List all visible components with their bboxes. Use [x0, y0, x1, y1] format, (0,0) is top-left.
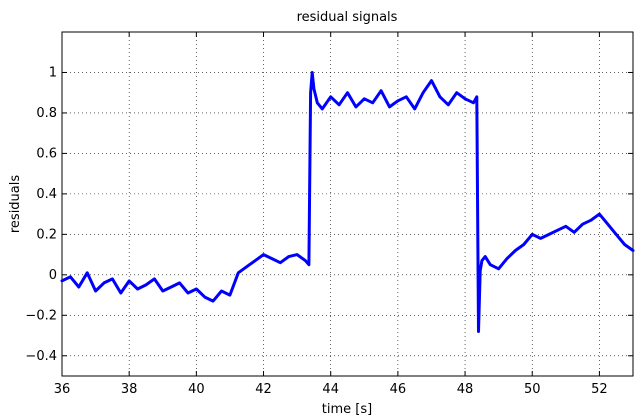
x-tick-label: 42 [255, 382, 272, 397]
axis-ticks: 36 38 40 42 44 46 48 50 52 −0.4 −0.2 0 0.2 0.4 0.6 0.8 1 [25, 32, 633, 397]
x-tick-label: 40 [188, 382, 205, 397]
x-tick-label: 44 [322, 382, 339, 397]
y-axis-label: residuals [8, 175, 23, 234]
y-tick-label: 0.6 [36, 146, 57, 161]
series-layer [60, 71, 635, 333]
x-axis-label: time [s] [322, 402, 372, 417]
x-tick-label: 36 [54, 382, 71, 397]
series-line [60, 71, 635, 333]
x-tick-label: 46 [390, 382, 407, 397]
x-tick-label: 38 [121, 382, 138, 397]
y-tick-label: −0.2 [25, 308, 57, 323]
plot-area-frame [61, 31, 634, 377]
y-tick-label: 0.8 [36, 106, 57, 121]
x-tick-label: 48 [457, 382, 474, 397]
grid-lines [61, 32, 633, 376]
y-tick-label: 0.2 [36, 227, 57, 242]
x-tick-label: 52 [591, 382, 608, 397]
y-tick-label: 0.4 [36, 187, 57, 202]
chart-title: residual signals [297, 10, 398, 25]
y-tick-label: 1 [49, 65, 57, 80]
x-tick-label: 50 [524, 382, 541, 397]
y-tick-label: 0 [49, 268, 57, 283]
y-tick-label: −0.4 [25, 349, 57, 364]
